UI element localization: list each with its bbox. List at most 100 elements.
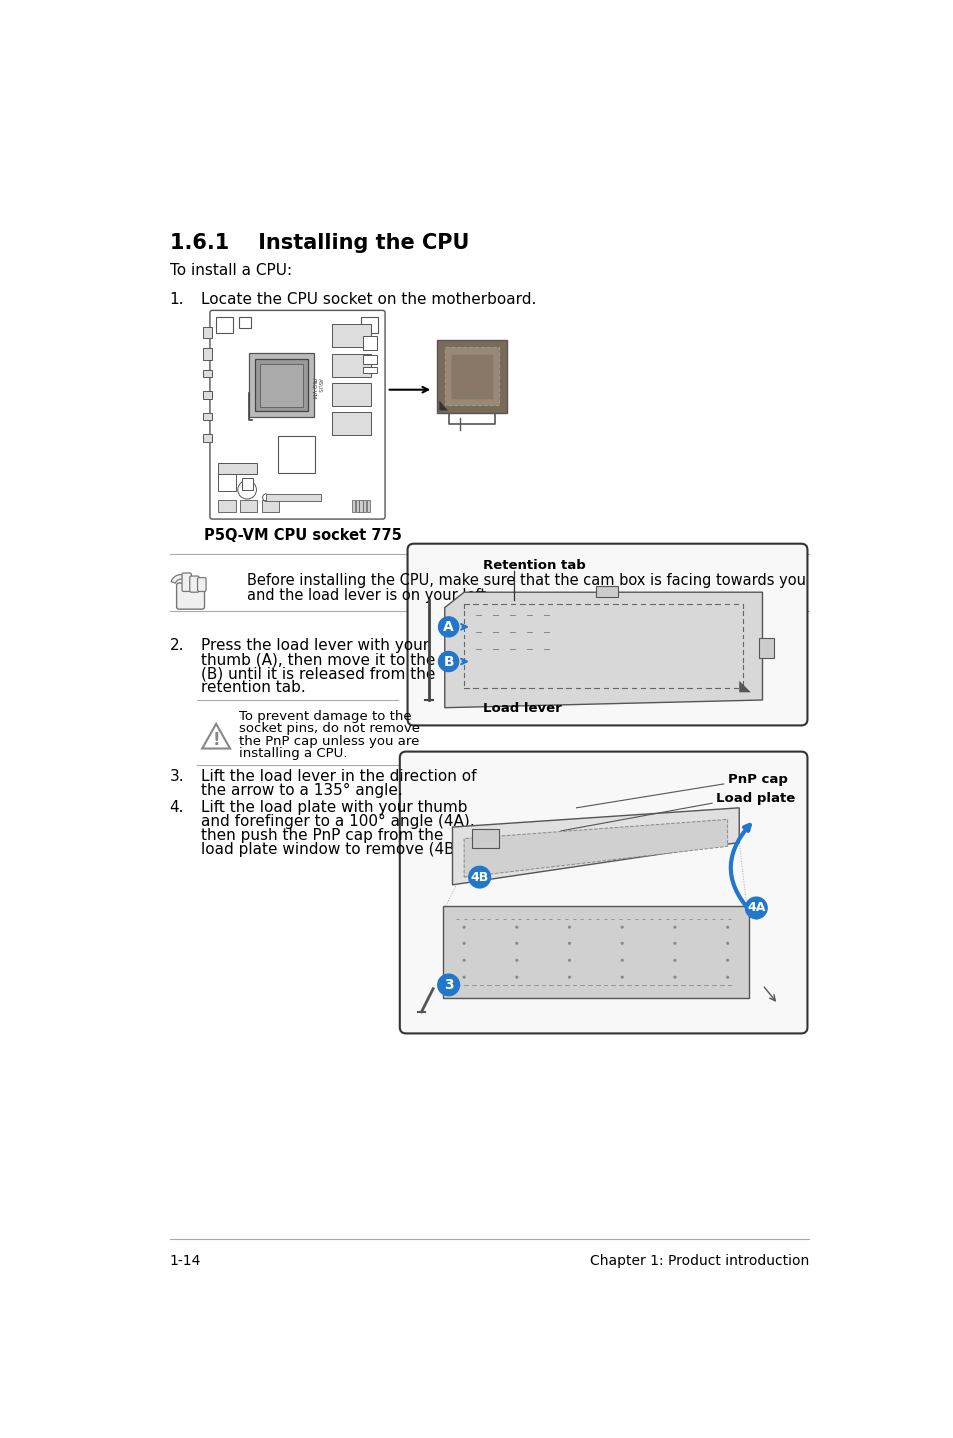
FancyBboxPatch shape bbox=[436, 339, 506, 413]
Circle shape bbox=[438, 617, 458, 637]
Circle shape bbox=[673, 942, 676, 945]
Bar bbox=[241, 479, 253, 490]
Circle shape bbox=[462, 959, 465, 962]
Bar bbox=[363, 367, 377, 372]
FancyBboxPatch shape bbox=[210, 311, 385, 519]
Text: Lift the load plate with your thumb: Lift the load plate with your thumb bbox=[200, 800, 467, 815]
Bar bbox=[239, 316, 251, 328]
Bar bbox=[216, 316, 233, 334]
Text: 1.: 1. bbox=[170, 292, 184, 306]
Text: 1-14: 1-14 bbox=[170, 1254, 201, 1268]
Circle shape bbox=[515, 975, 517, 979]
Circle shape bbox=[567, 942, 571, 945]
Bar bbox=[240, 500, 257, 512]
Circle shape bbox=[567, 975, 571, 979]
Circle shape bbox=[515, 926, 517, 929]
Text: Load lever: Load lever bbox=[483, 702, 561, 715]
Bar bbox=[359, 500, 362, 512]
Text: 4B: 4B bbox=[470, 870, 488, 883]
Text: To prevent damage to the: To prevent damage to the bbox=[239, 710, 412, 723]
Bar bbox=[355, 500, 358, 512]
Polygon shape bbox=[439, 400, 447, 410]
Bar bbox=[261, 500, 278, 512]
Polygon shape bbox=[464, 820, 727, 877]
Bar bbox=[363, 336, 377, 349]
Bar bbox=[332, 383, 371, 406]
Circle shape bbox=[462, 926, 465, 929]
Circle shape bbox=[237, 480, 256, 499]
Bar bbox=[203, 370, 212, 377]
Bar bbox=[363, 355, 377, 364]
Text: A: A bbox=[443, 620, 454, 634]
Text: the arrow to a 135° angle.: the arrow to a 135° angle. bbox=[200, 784, 402, 798]
Polygon shape bbox=[202, 723, 230, 749]
Bar bbox=[249, 352, 314, 417]
Circle shape bbox=[515, 959, 517, 962]
Bar bbox=[266, 493, 320, 502]
Text: Before installing the CPU, make sure that the cam box is facing towards you: Before installing the CPU, make sure tha… bbox=[247, 572, 805, 588]
Circle shape bbox=[567, 926, 571, 929]
Wedge shape bbox=[171, 575, 192, 584]
Circle shape bbox=[437, 974, 459, 995]
FancyBboxPatch shape bbox=[190, 577, 199, 592]
Text: 1.6.1    Installing the CPU: 1.6.1 Installing the CPU bbox=[170, 233, 469, 253]
Circle shape bbox=[673, 926, 676, 929]
Bar bbox=[360, 316, 377, 334]
Text: PnP cap: PnP cap bbox=[727, 774, 786, 787]
Circle shape bbox=[567, 959, 571, 962]
Text: !: ! bbox=[213, 731, 220, 749]
Bar bbox=[758, 638, 773, 657]
Text: retention tab.: retention tab. bbox=[200, 680, 305, 695]
Text: load plate window to remove (4B).: load plate window to remove (4B). bbox=[200, 841, 464, 857]
Text: ASUS
P5Q-VM: ASUS P5Q-VM bbox=[311, 378, 322, 400]
Text: then push the PnP cap from the: then push the PnP cap from the bbox=[200, 828, 442, 843]
Bar bbox=[254, 360, 307, 411]
FancyBboxPatch shape bbox=[182, 572, 192, 591]
Bar bbox=[363, 500, 366, 512]
Circle shape bbox=[620, 959, 623, 962]
Bar bbox=[203, 326, 212, 338]
Bar bbox=[259, 364, 303, 407]
Circle shape bbox=[725, 942, 728, 945]
Text: installing a CPU.: installing a CPU. bbox=[239, 746, 348, 759]
FancyBboxPatch shape bbox=[407, 544, 806, 725]
Text: and forefinger to a 100° angle (4A),: and forefinger to a 100° angle (4A), bbox=[200, 814, 474, 828]
Circle shape bbox=[725, 975, 728, 979]
Circle shape bbox=[673, 959, 676, 962]
Text: Load plate: Load plate bbox=[716, 792, 795, 805]
Text: 2.: 2. bbox=[170, 638, 184, 653]
FancyBboxPatch shape bbox=[197, 578, 206, 591]
Text: the PnP cap unless you are: the PnP cap unless you are bbox=[239, 735, 419, 748]
Circle shape bbox=[515, 942, 517, 945]
Bar bbox=[203, 391, 212, 398]
Text: Press the load lever with your: Press the load lever with your bbox=[200, 638, 428, 653]
Circle shape bbox=[462, 975, 465, 979]
Bar bbox=[352, 500, 355, 512]
Text: 3: 3 bbox=[443, 978, 453, 992]
Text: Locate the CPU socket on the motherboard.: Locate the CPU socket on the motherboard… bbox=[200, 292, 536, 306]
Bar bbox=[332, 413, 371, 436]
Bar bbox=[444, 348, 498, 406]
Bar bbox=[332, 354, 371, 377]
Circle shape bbox=[468, 866, 490, 887]
Polygon shape bbox=[452, 808, 739, 884]
Circle shape bbox=[438, 651, 458, 672]
Text: and the load lever is on your left.: and the load lever is on your left. bbox=[247, 588, 491, 604]
Circle shape bbox=[673, 975, 676, 979]
Text: (B) until it is released from the: (B) until it is released from the bbox=[200, 666, 435, 682]
Text: B: B bbox=[443, 654, 454, 669]
Text: Chapter 1: Product introduction: Chapter 1: Product introduction bbox=[589, 1254, 808, 1268]
Bar bbox=[203, 434, 212, 441]
FancyBboxPatch shape bbox=[176, 582, 204, 610]
Bar bbox=[596, 587, 617, 597]
FancyBboxPatch shape bbox=[399, 752, 806, 1034]
Circle shape bbox=[620, 926, 623, 929]
Polygon shape bbox=[444, 592, 761, 707]
Circle shape bbox=[725, 926, 728, 929]
Circle shape bbox=[462, 942, 465, 945]
Bar bbox=[367, 500, 370, 512]
Bar bbox=[218, 463, 257, 475]
Bar bbox=[218, 500, 235, 512]
Text: Retention tab: Retention tab bbox=[483, 559, 586, 572]
Bar bbox=[451, 354, 493, 398]
